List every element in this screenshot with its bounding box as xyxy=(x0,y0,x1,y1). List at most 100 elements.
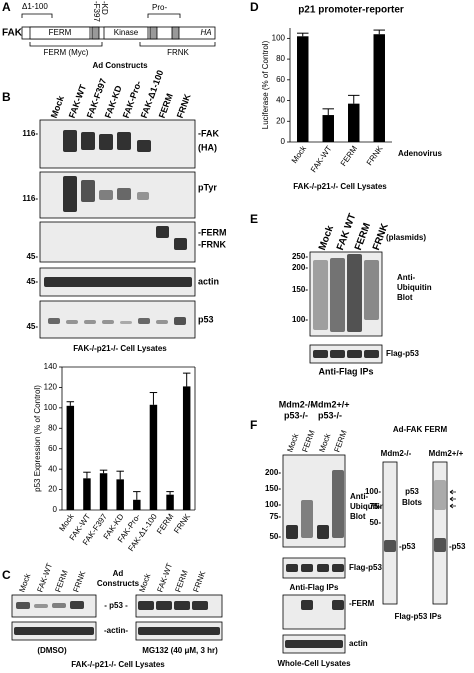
domain-label: FERM xyxy=(49,28,72,37)
blot-label: -FERM xyxy=(198,227,227,237)
bar xyxy=(297,36,309,142)
mw-marker: 250- xyxy=(292,252,308,261)
mw-marker: 75- xyxy=(269,512,281,521)
bar xyxy=(166,494,174,510)
blot-label: actin xyxy=(198,276,219,286)
y-tick-label: 60 xyxy=(276,75,285,84)
x-tick-label: FAK-WT xyxy=(309,144,334,174)
band xyxy=(44,277,192,287)
lane-label: Mock xyxy=(317,431,332,453)
mw-marker: 45- xyxy=(26,277,38,286)
mw-marker: 50- xyxy=(369,518,381,527)
header: Constructs xyxy=(97,579,140,588)
bar xyxy=(83,478,91,510)
band xyxy=(347,350,362,358)
y-tick-label: 140 xyxy=(44,362,58,371)
blot-label: -p53 xyxy=(399,542,416,551)
y-tick-label: 120 xyxy=(44,383,58,392)
band xyxy=(63,176,77,212)
header: Ad xyxy=(113,569,124,578)
blot-label: Blot xyxy=(350,512,366,521)
blot-label: Blots xyxy=(402,498,423,507)
panel-letter: F xyxy=(250,418,257,432)
caption: FAK-/-p21-/- Cell Lysates xyxy=(293,182,387,191)
band xyxy=(174,238,187,250)
band xyxy=(52,603,66,608)
arrow xyxy=(449,503,456,509)
domain-label: FRNK xyxy=(167,48,189,57)
band xyxy=(332,470,344,538)
bar xyxy=(149,404,158,510)
panel-letter: E xyxy=(250,212,258,226)
lane-label: FRNK xyxy=(175,92,193,119)
blot-label: -FRNK xyxy=(198,239,226,249)
site-box xyxy=(171,26,180,40)
band xyxy=(364,260,379,320)
bracket xyxy=(21,13,53,18)
band xyxy=(174,601,190,610)
band xyxy=(66,320,78,324)
bracket xyxy=(147,13,181,18)
mw-marker: 200- xyxy=(265,468,281,477)
blot xyxy=(382,461,398,605)
bracket xyxy=(139,42,216,47)
band xyxy=(99,190,113,200)
blot-label: - p53 - xyxy=(104,601,128,610)
blot-label: actin xyxy=(349,639,368,648)
y-tick-label: 40 xyxy=(276,96,285,105)
kinase-domain xyxy=(103,26,149,40)
band xyxy=(286,525,298,539)
domain-label: FERM (Myc) xyxy=(44,48,89,57)
blot-label: (HA) xyxy=(198,142,217,152)
domain-label: Pro- xyxy=(152,3,167,12)
domain-diagram xyxy=(21,13,216,47)
x-tick-label: Mock xyxy=(290,143,309,165)
band xyxy=(330,258,345,332)
blot xyxy=(432,461,448,605)
blot-label: p53 xyxy=(405,487,419,496)
band xyxy=(34,604,48,608)
condition: (DMSO) xyxy=(37,646,67,655)
y-axis-label: Luciferase (% of Control) xyxy=(261,40,270,129)
band xyxy=(102,320,114,324)
caption: FAK-/-p21-/- Cell Lysates xyxy=(73,344,167,353)
band xyxy=(364,350,379,358)
panel-letter: D xyxy=(250,0,259,14)
lane-label: Mock xyxy=(317,224,336,252)
group-label: Mdm2+/+ xyxy=(310,399,349,409)
y-tick-label: 0 xyxy=(53,505,58,514)
lane-label: Mock xyxy=(17,571,32,593)
panel-letter: B xyxy=(2,90,11,104)
caption: Anti-Flag IPs xyxy=(290,583,339,592)
blot-label: -FERM xyxy=(349,599,375,608)
band xyxy=(156,320,168,324)
bar xyxy=(116,479,124,510)
mw-marker: 50- xyxy=(269,532,281,541)
lane-label: FERM xyxy=(157,92,175,119)
band xyxy=(81,180,95,202)
band xyxy=(156,226,169,238)
lane-label: FRNK xyxy=(191,569,207,593)
mw-marker: 75- xyxy=(369,502,381,511)
lane-label: FERM xyxy=(353,222,373,252)
blot-label: Flag-p53 xyxy=(349,563,382,572)
band xyxy=(120,321,132,324)
domain-label: Δ1-100 xyxy=(22,2,48,11)
y-tick-label: 100 xyxy=(44,403,58,412)
lane-label: Mdm2-/- xyxy=(381,449,412,458)
band xyxy=(138,627,220,635)
group-label: p53-/- xyxy=(284,410,308,420)
band xyxy=(332,564,344,572)
band xyxy=(285,640,343,648)
band xyxy=(137,192,149,200)
lane-label: Mock xyxy=(137,571,152,593)
mw-marker: 100- xyxy=(292,315,308,324)
lane-label: FERM xyxy=(173,569,189,594)
caption: FAK-/-p21-/- Cell Lysates xyxy=(71,660,165,669)
group-label: Mdm2-/- xyxy=(279,399,314,409)
protein-name: FAK xyxy=(2,28,23,39)
caption: Ad Constructs xyxy=(92,61,148,70)
blot-label: -FAK xyxy=(198,128,219,138)
band xyxy=(192,601,208,610)
